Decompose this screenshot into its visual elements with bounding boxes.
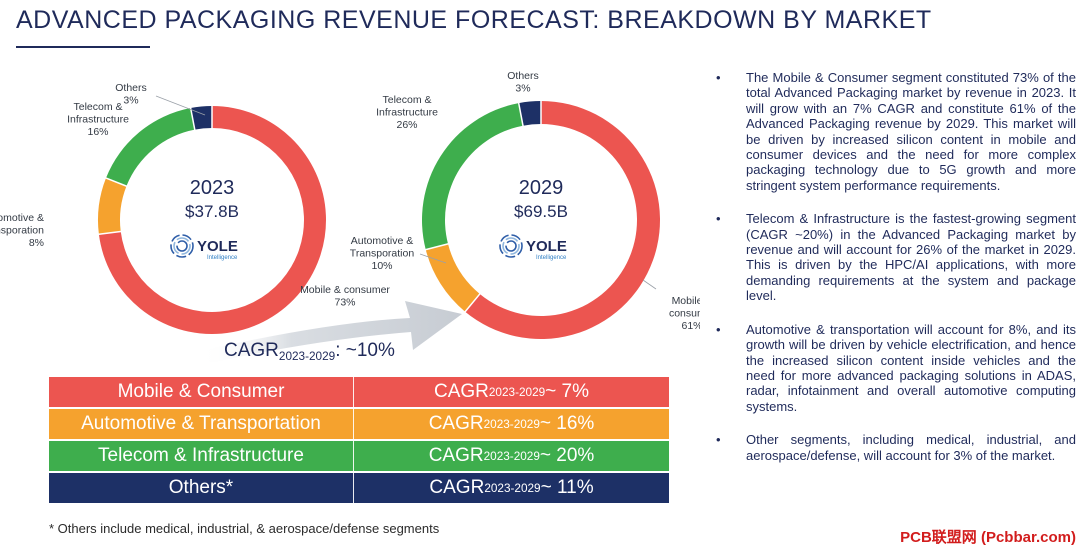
slice-name-label: Mobile & bbox=[672, 295, 700, 307]
slice-name-label: Infrastructure bbox=[67, 114, 129, 126]
cagr-table-row: Others* CAGR 2023-2029 ~ 11% bbox=[49, 473, 669, 503]
label-leader-line bbox=[419, 253, 447, 264]
logo-wordmark: YOLE bbox=[526, 238, 567, 255]
slice-percent-label: 3% bbox=[515, 83, 530, 95]
footnote: * Others include medical, industrial, & … bbox=[49, 521, 440, 536]
slice-name-label: Others bbox=[115, 82, 147, 94]
segment-name: Mobile & Consumer bbox=[49, 377, 354, 407]
slice-percent-label: 16% bbox=[87, 126, 108, 138]
cagr-table-row: Automotive & Transportation CAGR 2023-2029… bbox=[49, 409, 669, 439]
logo-subtitle: Intelligence bbox=[536, 255, 567, 261]
slice-2029-others bbox=[518, 101, 541, 126]
page-title: ADVANCED PACKAGING REVENUE FORECAST: BRE… bbox=[16, 6, 932, 34]
segment-cagr: CAGR 2023-2029 ~ 11% bbox=[429, 477, 594, 498]
slice-name-label: Telecom & bbox=[73, 101, 122, 113]
slice-percent-label: 26% bbox=[396, 119, 417, 131]
insight-bullet: Automotive & transportation will account… bbox=[716, 322, 1076, 414]
logo-subtitle: Intelligence bbox=[207, 255, 238, 261]
slice-separator bbox=[424, 242, 450, 251]
slice-percent-label: 8% bbox=[29, 237, 44, 249]
slice-2029-telecom bbox=[422, 103, 524, 250]
segment-cagr: CAGR 2023-2029 ~ 7% bbox=[433, 381, 590, 402]
cagr-table-row: Mobile & Consumer CAGR 2023-2029 ~ 7% bbox=[49, 377, 669, 407]
overall-cagr-prefix: CAGR bbox=[224, 340, 279, 361]
watermark: PCB联盟网 (Pcbbar.com) bbox=[900, 526, 1076, 547]
slice-2029-mobile bbox=[465, 101, 660, 339]
donut-total: $69.5B bbox=[514, 202, 568, 221]
slice-name-label: Transporation bbox=[350, 248, 415, 260]
slice-name-label: Automotive & bbox=[0, 212, 44, 224]
slice-name-label: Automotive & bbox=[351, 235, 413, 247]
slice-name-label: consumer bbox=[669, 308, 700, 320]
slice-percent-label: 3% bbox=[123, 95, 138, 107]
slice-name-label: Others bbox=[507, 70, 539, 82]
slice-2029-automotive bbox=[425, 243, 480, 312]
label-leader-line bbox=[642, 279, 657, 290]
slice-percent-label: 10% bbox=[371, 260, 392, 272]
segment-name: Automotive & Transportation bbox=[49, 409, 354, 439]
slice-separator bbox=[97, 230, 122, 236]
cagr-table-row: Telecom & Infrastructure CAGR 2023-2029 ~ … bbox=[49, 441, 669, 471]
slice-name-label: Mobile & consumer bbox=[300, 284, 390, 296]
segment-cagr: CAGR 2023-2029 ~ 16% bbox=[428, 413, 595, 434]
insight-bullet: The Mobile & Consumer segment constitute… bbox=[716, 70, 1076, 193]
growth-arrow bbox=[200, 301, 462, 363]
slice-name-label: Transporation bbox=[0, 225, 44, 237]
donut-year: 2023 bbox=[190, 177, 235, 199]
slice-2023-telecom bbox=[106, 108, 195, 187]
slice-name-label: Infrastructure bbox=[376, 107, 438, 119]
segment-name: Telecom & Infrastructure bbox=[49, 441, 354, 471]
slice-percent-label: 73% bbox=[334, 297, 355, 309]
title-underline bbox=[16, 46, 150, 48]
logo-wordmark: YOLE bbox=[197, 238, 238, 255]
cagr-table: Mobile & Consumer CAGR 2023-2029 ~ 7% Autom… bbox=[49, 377, 669, 505]
slice-2023-automotive bbox=[98, 178, 127, 235]
donut-total: $37.8B bbox=[185, 202, 239, 221]
slice-separator bbox=[189, 106, 196, 131]
overall-cagr-value: : ~10% bbox=[335, 340, 395, 361]
slice-name-label: Telecom & bbox=[382, 94, 431, 106]
slice-percent-label: 61% bbox=[681, 320, 700, 332]
label-leader-line bbox=[155, 95, 206, 116]
slice-separator bbox=[104, 176, 128, 188]
segment-cagr: CAGR 2023-2029 ~ 20% bbox=[428, 445, 595, 466]
donut-year: 2029 bbox=[519, 177, 564, 199]
segment-name: Others* bbox=[49, 473, 354, 503]
insight-bullet: Telecom & Infrastructure is the fastest-… bbox=[716, 211, 1076, 303]
slice-separator bbox=[463, 292, 482, 313]
insight-bullet: Other segments, including medical, indus… bbox=[716, 432, 1076, 463]
insight-bullets: The Mobile & Consumer segment constitute… bbox=[716, 70, 1076, 481]
overall-cagr-period: 2023-2029 bbox=[278, 350, 336, 364]
slice-separator bbox=[517, 101, 524, 127]
overall-cagr: CAGR2023-2029: ~10% bbox=[224, 340, 395, 363]
